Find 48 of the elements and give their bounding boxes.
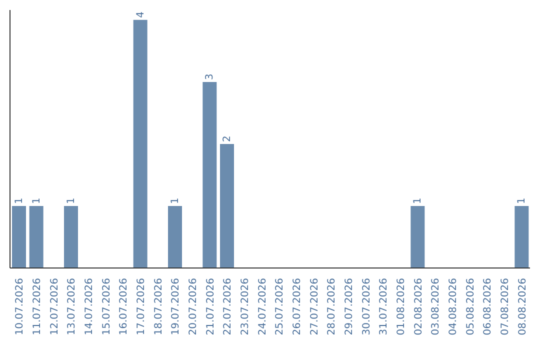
x-tick-label: 08.08.2026 (517, 278, 528, 336)
x-tick-label: 31.07.2026 (378, 278, 390, 336)
x-tick-label: 30.07.2026 (361, 278, 372, 336)
x-tick-label: 13.07.2026 (66, 278, 78, 336)
x-tick-label: 12.07.2026 (49, 278, 60, 336)
x-tick-label: 06.08.2026 (482, 278, 494, 336)
x-tick-label: 24.07.2026 (257, 278, 268, 336)
data-label: 1 (66, 198, 77, 204)
x-tick-label: 18.07.2026 (153, 278, 164, 336)
bar (168, 206, 182, 268)
x-tick-label: 29.07.2026 (344, 278, 355, 336)
x-tick-label: 01.08.2026 (396, 278, 407, 336)
x-tick-label: 26.07.2026 (292, 278, 303, 336)
x-tick-label: 11.07.2026 (32, 278, 43, 336)
x-tick-label: 15.07.2026 (101, 278, 112, 336)
data-label: 2 (222, 136, 233, 142)
data-label: 1 (14, 198, 25, 204)
x-tick-label: 04.08.2026 (448, 278, 459, 336)
data-label: 3 (204, 74, 216, 80)
bar (202, 82, 217, 268)
data-label: 1 (412, 198, 424, 204)
x-tick-label: 28.07.2026 (326, 278, 338, 336)
x-tick-label: 03.08.2026 (430, 278, 442, 336)
x-tick-label: 25.07.2026 (274, 278, 286, 336)
x-tick-label: 27.07.2026 (309, 278, 320, 336)
bar (220, 144, 234, 268)
data-label: 4 (135, 12, 146, 18)
data-label: 1 (31, 198, 42, 204)
x-tick-label: 23.07.2026 (240, 278, 251, 336)
bar (64, 206, 78, 268)
bar (133, 20, 148, 268)
x-tick-label: 16.07.2026 (118, 278, 130, 336)
data-label: 1 (170, 198, 181, 204)
x-tick-label: 14.07.2026 (84, 278, 95, 336)
x-tick-label: 21.07.2026 (205, 278, 216, 336)
x-tick-label: 10.07.2026 (14, 278, 26, 336)
x-tick-label: 05.08.2026 (465, 278, 476, 336)
bar (29, 206, 44, 268)
x-tick-label: 17.07.2026 (136, 278, 147, 336)
x-tick-label: 22.07.2026 (222, 278, 234, 336)
bar (514, 206, 529, 268)
x-tick-label: 20.07.2026 (188, 278, 199, 336)
x-tick-label: 19.07.2026 (170, 278, 182, 336)
x-tick-label: 02.08.2026 (413, 278, 424, 336)
data-label: 1 (516, 198, 528, 204)
x-tick-label: 07.08.2026 (500, 278, 511, 336)
bar (410, 206, 425, 268)
bar (12, 206, 26, 268)
